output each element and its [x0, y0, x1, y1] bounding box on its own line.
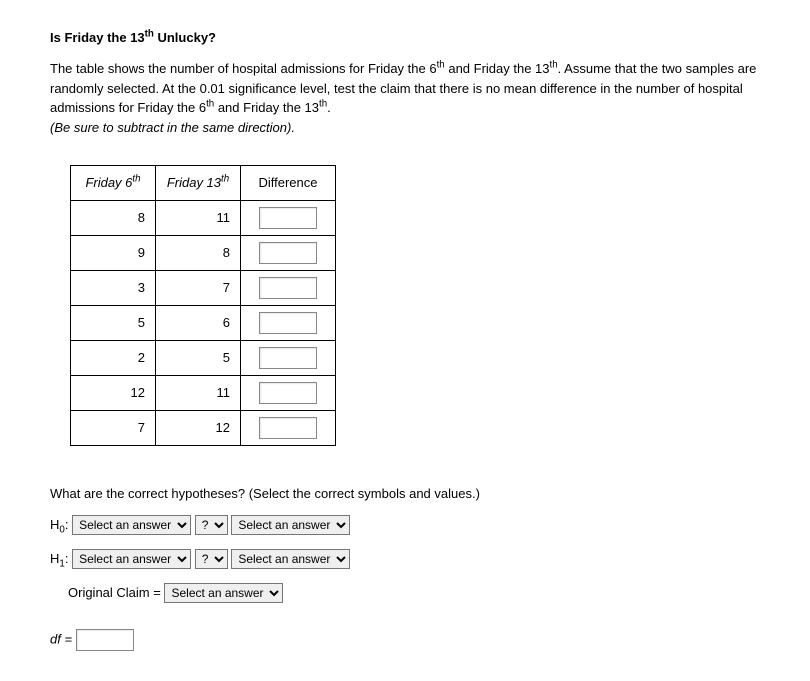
problem-paragraph: The table shows the number of hospital a… [50, 59, 760, 118]
cell-difference [241, 270, 336, 305]
difference-input[interactable] [259, 417, 317, 439]
table-row: 811 [71, 200, 336, 235]
cell-friday-6: 2 [71, 340, 156, 375]
cell-difference [241, 200, 336, 235]
hypotheses-question: What are the correct hypotheses? (Select… [50, 486, 760, 501]
cell-difference [241, 375, 336, 410]
cell-friday-6: 3 [71, 270, 156, 305]
difference-input[interactable] [259, 382, 317, 404]
h1-value-select[interactable]: Select an answer [231, 549, 350, 569]
cell-friday-13: 7 [156, 270, 241, 305]
original-claim-label: Original Claim = [68, 585, 161, 600]
col-header-friday-6: Friday 6th [71, 165, 156, 200]
cell-difference [241, 235, 336, 270]
h1-param-select[interactable]: Select an answer [72, 549, 191, 569]
cell-difference [241, 410, 336, 445]
difference-input[interactable] [259, 242, 317, 264]
h0-label: H0: [50, 517, 68, 532]
subtract-note: (Be sure to subtract in the same directi… [50, 120, 760, 135]
cell-friday-6: 7 [71, 410, 156, 445]
cell-difference [241, 340, 336, 375]
cell-friday-6: 12 [71, 375, 156, 410]
table-row: 37 [71, 270, 336, 305]
df-label: df = [50, 631, 72, 646]
difference-input[interactable] [259, 207, 317, 229]
cell-friday-13: 8 [156, 235, 241, 270]
data-table-body: 811983756251211712 [71, 200, 336, 445]
table-row: 98 [71, 235, 336, 270]
cell-friday-13: 6 [156, 305, 241, 340]
cell-friday-6: 5 [71, 305, 156, 340]
cell-friday-13: 11 [156, 375, 241, 410]
table-row: 1211 [71, 375, 336, 410]
h1-row: H1: Select an answer ? Select an answer [50, 549, 760, 569]
h1-label: H1: [50, 551, 68, 566]
col-header-friday-13: Friday 13th [156, 165, 241, 200]
original-claim-row: Original Claim = Select an answer [68, 583, 760, 603]
difference-input[interactable] [259, 277, 317, 299]
cell-friday-13: 5 [156, 340, 241, 375]
table-row: 712 [71, 410, 336, 445]
difference-input[interactable] [259, 347, 317, 369]
page-title: Is Friday the 13th Unlucky? [50, 30, 760, 45]
cell-friday-13: 11 [156, 200, 241, 235]
h0-operator-select[interactable]: ? [195, 515, 228, 535]
df-row: df = [50, 629, 760, 651]
df-input[interactable] [76, 629, 134, 651]
original-claim-select[interactable]: Select an answer [164, 583, 283, 603]
col-header-difference: Difference [241, 165, 336, 200]
h0-param-select[interactable]: Select an answer [72, 515, 191, 535]
difference-input[interactable] [259, 312, 317, 334]
cell-friday-6: 8 [71, 200, 156, 235]
table-row: 25 [71, 340, 336, 375]
table-row: 56 [71, 305, 336, 340]
data-table: Friday 6th Friday 13th Difference 811983… [70, 165, 336, 446]
cell-friday-6: 9 [71, 235, 156, 270]
h1-operator-select[interactable]: ? [195, 549, 228, 569]
cell-difference [241, 305, 336, 340]
h0-value-select[interactable]: Select an answer [231, 515, 350, 535]
cell-friday-13: 12 [156, 410, 241, 445]
h0-row: H0: Select an answer ? Select an answer [50, 515, 760, 535]
